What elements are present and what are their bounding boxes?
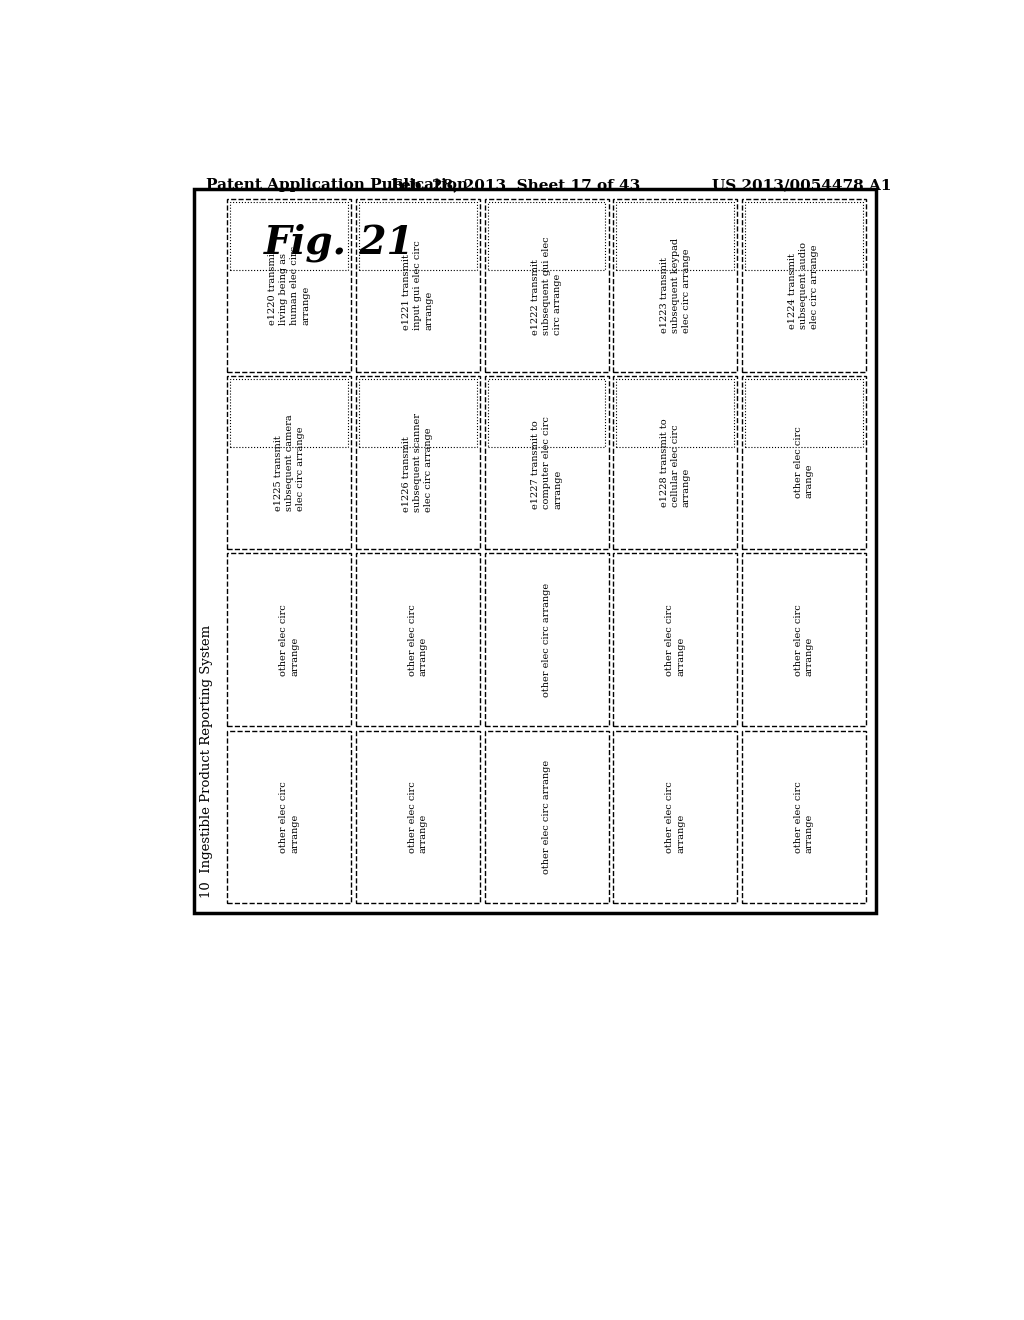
- Text: e1221 transmit
input gui elec circ
arrange: e1221 transmit input gui elec circ arran…: [402, 240, 433, 330]
- Bar: [230, 379, 348, 446]
- Bar: [741, 553, 866, 726]
- Bar: [484, 376, 608, 549]
- Bar: [227, 376, 351, 549]
- Bar: [744, 202, 862, 269]
- Text: e1220 transmit
living being as
human elec circ
arrange: e1220 transmit living being as human ele…: [268, 246, 310, 325]
- Bar: [484, 730, 608, 903]
- Text: e1224 transmit
subsequent audio
elec circ arrange: e1224 transmit subsequent audio elec cir…: [788, 242, 819, 329]
- Bar: [484, 553, 608, 726]
- Text: 10  Ingestible Product Reporting System: 10 Ingestible Product Reporting System: [200, 624, 213, 898]
- Text: other elec circ
arrange: other elec circ arrange: [408, 603, 428, 676]
- Text: other elec circ
arrange: other elec circ arrange: [280, 603, 299, 676]
- Text: other elec circ
arrange: other elec circ arrange: [408, 781, 428, 853]
- Text: e1227 transmit to
computer elec circ
arrange: e1227 transmit to computer elec circ arr…: [530, 416, 562, 510]
- Bar: [484, 199, 608, 372]
- Bar: [194, 189, 876, 913]
- Bar: [230, 202, 348, 269]
- Bar: [227, 553, 351, 726]
- Bar: [741, 376, 866, 549]
- Bar: [613, 199, 737, 372]
- Bar: [227, 730, 351, 903]
- Bar: [616, 202, 734, 269]
- Bar: [359, 202, 477, 269]
- Text: e1228 transmit to
cellular elec circ
arrange: e1228 transmit to cellular elec circ arr…: [659, 418, 691, 507]
- Text: other elec circ arrange: other elec circ arrange: [542, 760, 551, 874]
- Bar: [613, 376, 737, 549]
- Text: US 2013/0054478 A1: US 2013/0054478 A1: [713, 178, 892, 193]
- Bar: [613, 730, 737, 903]
- Text: Feb. 28, 2013  Sheet 17 of 43: Feb. 28, 2013 Sheet 17 of 43: [391, 178, 640, 193]
- Bar: [616, 379, 734, 446]
- Text: Fig. 21: Fig. 21: [263, 224, 414, 263]
- Text: e1222 transmit
subsequent gui elec
circ arrange: e1222 transmit subsequent gui elec circ …: [530, 236, 562, 335]
- Bar: [613, 553, 737, 726]
- Bar: [744, 379, 862, 446]
- Bar: [359, 379, 477, 446]
- Bar: [487, 202, 605, 269]
- Text: e1226 transmit
subsequent scanner
elec circ arrange: e1226 transmit subsequent scanner elec c…: [402, 413, 433, 512]
- Bar: [487, 379, 605, 446]
- Text: other elec circ
arrange: other elec circ arrange: [794, 603, 814, 676]
- Bar: [741, 730, 866, 903]
- Text: Patent Application Publication: Patent Application Publication: [206, 178, 468, 193]
- Text: other elec circ
arrange: other elec circ arrange: [280, 781, 299, 853]
- Bar: [356, 553, 480, 726]
- Bar: [227, 199, 351, 372]
- Text: other elec circ
arrange: other elec circ arrange: [794, 781, 814, 853]
- Bar: [741, 199, 866, 372]
- Bar: [356, 199, 480, 372]
- Text: other elec circ arrange: other elec circ arrange: [542, 582, 551, 697]
- Text: other elec circ
arrange: other elec circ arrange: [666, 781, 685, 853]
- Bar: [356, 730, 480, 903]
- Text: e1225 transmit
subsequent camera
elec circ arrange: e1225 transmit subsequent camera elec ci…: [273, 414, 305, 511]
- Text: other elec circ
arrange: other elec circ arrange: [666, 603, 685, 676]
- Bar: [356, 376, 480, 549]
- Text: e1223 transmit
subsequent keypad
elec circ arrange: e1223 transmit subsequent keypad elec ci…: [659, 238, 691, 333]
- Text: other elec circ
arange: other elec circ arange: [794, 426, 814, 499]
